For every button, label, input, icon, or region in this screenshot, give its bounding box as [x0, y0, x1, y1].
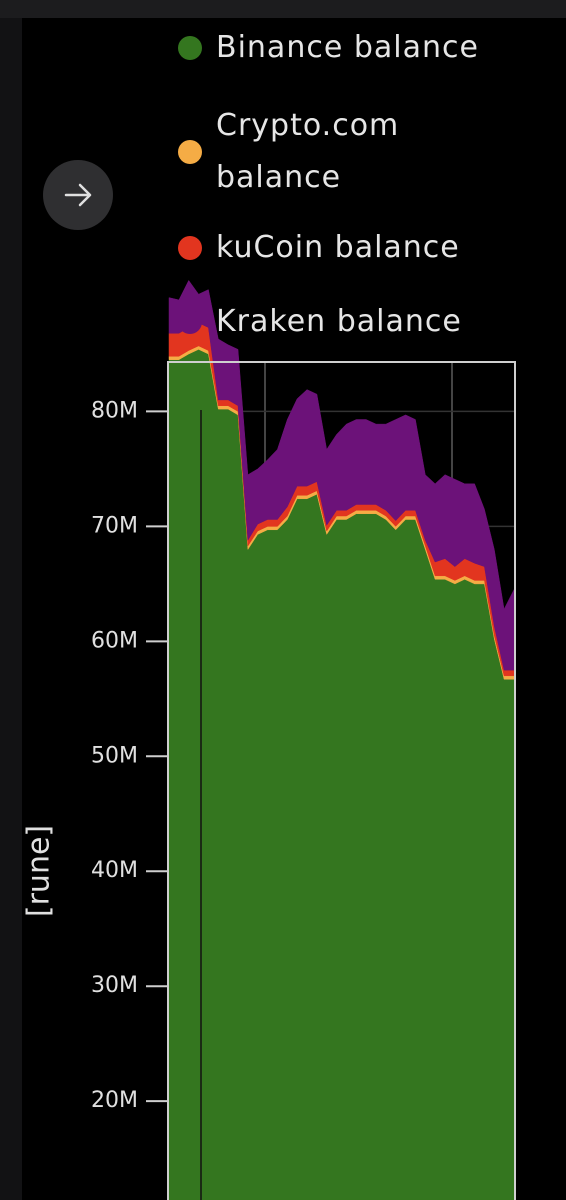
legend-swatch	[178, 36, 202, 60]
legend-item[interactable]: kuCoin balance	[178, 222, 508, 274]
arrow-icon	[64, 183, 92, 207]
legend-label: Crypto.com balance	[216, 108, 400, 195]
y-tick-label: 40M	[91, 858, 138, 883]
legend-label: Binance balance	[216, 30, 479, 65]
legend-item[interactable]: Kraken balance	[178, 296, 508, 348]
legend-swatch	[178, 310, 202, 334]
legend-label: kuCoin balance	[216, 230, 460, 265]
y-tick-label: 80M	[91, 398, 138, 423]
y-axis-label: [rune]	[22, 825, 57, 917]
legend-swatch	[178, 140, 202, 164]
plot-area	[168, 279, 515, 1200]
y-tick-label: 20M	[91, 1088, 138, 1113]
top-bar	[0, 0, 566, 18]
y-tick-label: 50M	[91, 743, 138, 768]
legend-item[interactable]: Crypto.com balance	[178, 100, 508, 204]
legend-label: Kraken balance	[216, 304, 462, 339]
sidebar	[0, 18, 22, 1200]
legend-swatch	[178, 236, 202, 260]
y-tick-label: 70M	[91, 513, 138, 538]
y-tick-label: 30M	[91, 973, 138, 998]
plot-frame	[167, 361, 516, 1200]
legend-item[interactable]: Binance balance	[178, 22, 508, 74]
y-tick-label: 60M	[91, 628, 138, 653]
